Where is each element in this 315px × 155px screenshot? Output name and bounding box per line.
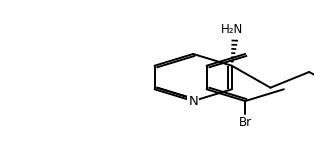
- Text: N: N: [188, 95, 198, 108]
- Text: H₂N: H₂N: [221, 23, 243, 36]
- Text: Br: Br: [239, 116, 252, 129]
